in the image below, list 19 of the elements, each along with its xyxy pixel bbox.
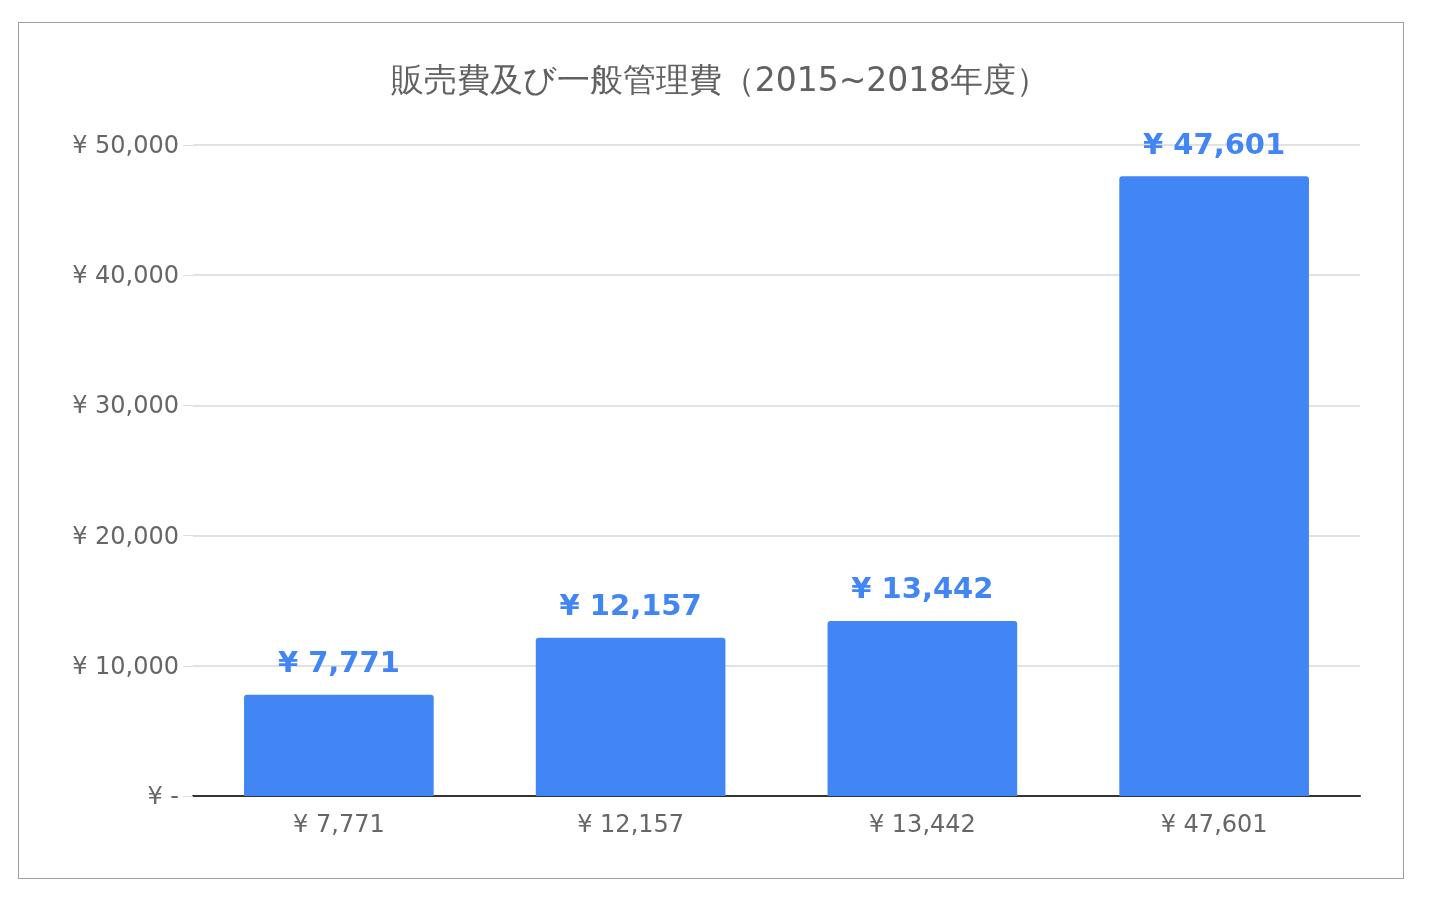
- x-tick-label: ¥ 12,157: [577, 810, 685, 838]
- x-tick-label: ¥ 7,771: [293, 810, 385, 838]
- y-tick-label: ¥ 20,000: [72, 521, 179, 550]
- bar: [535, 637, 726, 796]
- chart-title: 販売費及び一般管理費（2015~2018年度）: [390, 60, 1050, 99]
- y-tick-label: ¥ -: [147, 782, 179, 810]
- y-tick-label: ¥ 30,000: [72, 391, 179, 420]
- y-tick-label: ¥ 10,000: [72, 651, 179, 680]
- x-tick-label: ¥ 47,601: [1160, 810, 1268, 838]
- data-label: ¥ 12,157: [559, 588, 702, 623]
- data-label: ¥ 7,771: [277, 645, 400, 680]
- bar: [244, 694, 434, 796]
- bar: [827, 620, 1018, 796]
- y-tick-label: ¥ 50,000: [72, 131, 179, 159]
- data-label: ¥ 13,442: [851, 571, 994, 606]
- bar: [1119, 176, 1309, 796]
- x-tick-label: ¥ 13,442: [868, 810, 976, 838]
- y-tick-label: ¥ 40,000: [72, 261, 179, 290]
- data-label: ¥ 47,601: [1143, 126, 1286, 161]
